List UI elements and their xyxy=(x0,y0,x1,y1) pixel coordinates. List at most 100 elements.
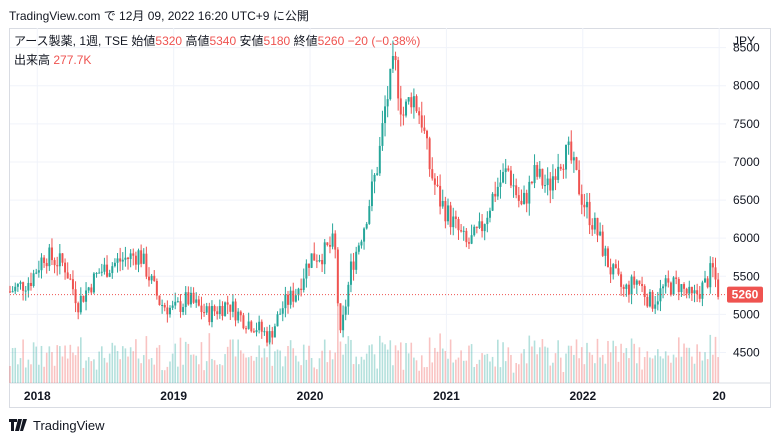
candle-body xyxy=(29,282,32,286)
volume-bar xyxy=(628,358,630,383)
volume-bar xyxy=(680,356,683,383)
footer-brand[interactable]: TradingView xyxy=(9,418,105,438)
candle-body xyxy=(365,223,368,229)
candle-body xyxy=(184,292,187,308)
volume-bar xyxy=(468,345,470,383)
candle-body xyxy=(606,248,609,268)
volume-bar xyxy=(195,355,198,383)
candle-body xyxy=(205,306,208,313)
volume-bar xyxy=(56,345,59,383)
candle-body xyxy=(326,242,329,246)
volume-bar xyxy=(586,342,588,383)
candle-body xyxy=(339,303,342,331)
candle-body xyxy=(234,301,237,321)
x-tick-label: 2020 xyxy=(297,389,324,403)
volume-bar xyxy=(174,343,177,383)
candle-body xyxy=(176,301,179,303)
x-tick-label: 2019 xyxy=(160,389,187,403)
candle-body xyxy=(45,262,48,267)
chart-frame[interactable] xyxy=(9,28,771,408)
candle-body xyxy=(572,157,575,161)
candle-body xyxy=(667,278,670,283)
volume-bar xyxy=(431,362,434,383)
candle-body xyxy=(116,258,119,263)
volume-bar xyxy=(250,355,253,383)
candle-body xyxy=(378,145,381,174)
volume-bar xyxy=(334,352,337,383)
volume-bar xyxy=(525,363,528,383)
candle-body xyxy=(481,221,484,232)
candle-body xyxy=(520,200,523,205)
volume-bar xyxy=(497,339,499,383)
volume-bar xyxy=(35,346,38,383)
candle-body xyxy=(237,311,240,321)
volume-bar xyxy=(376,368,378,383)
candle-body xyxy=(546,178,549,186)
publish-caption: TradingView.com で 12月 09, 2022 16:20 UTC… xyxy=(9,9,309,23)
candle-body xyxy=(349,261,352,285)
candle-body xyxy=(297,288,300,296)
volume-bar xyxy=(371,344,373,383)
volume-bar xyxy=(379,335,381,383)
volume-bar xyxy=(253,360,255,383)
candle-body xyxy=(113,262,116,267)
candle-body xyxy=(171,305,174,308)
candle-body xyxy=(242,315,245,329)
candle-body xyxy=(119,258,122,262)
volume-bar xyxy=(190,354,192,383)
volume-bar xyxy=(156,347,158,383)
volume-bar xyxy=(554,353,557,383)
candle-body xyxy=(693,290,696,294)
candle-body xyxy=(158,295,161,306)
low-value: 5180 xyxy=(263,34,291,48)
candle-body xyxy=(71,279,74,290)
volume-bar xyxy=(295,355,297,383)
volume-bar xyxy=(615,346,617,383)
candle-body xyxy=(19,282,22,284)
volume-bar xyxy=(142,355,145,383)
y-tick-label: 4500 xyxy=(733,346,760,360)
candle-body xyxy=(418,111,421,116)
candle-body xyxy=(565,145,568,170)
volume-bar xyxy=(158,345,161,383)
candle-body xyxy=(580,194,583,205)
volume-bar xyxy=(591,354,594,383)
candle-body xyxy=(197,299,200,306)
volume-bar xyxy=(100,346,103,383)
volume-bar xyxy=(274,351,276,383)
volume-bar xyxy=(352,364,355,383)
candle-body xyxy=(504,168,507,173)
candle-body xyxy=(179,301,182,313)
volume-bar xyxy=(675,357,677,383)
volume-bar xyxy=(546,347,549,383)
volume-bar xyxy=(596,338,599,383)
volume-bar xyxy=(51,352,53,383)
candle-body xyxy=(635,280,638,285)
candle-body xyxy=(166,307,169,315)
candle-body xyxy=(675,277,678,279)
candle-body xyxy=(328,245,331,247)
volume-bar xyxy=(316,369,318,383)
volume-bar xyxy=(203,370,205,383)
candle-body xyxy=(174,301,177,306)
volume-bar xyxy=(567,345,570,383)
volume-bar xyxy=(405,343,407,383)
volume-bar xyxy=(394,345,397,383)
volume-bar xyxy=(111,342,114,383)
volume-bar xyxy=(510,354,512,383)
volume-bar xyxy=(281,366,284,383)
candle-body xyxy=(310,253,313,268)
candle-body xyxy=(428,138,431,170)
candle-body xyxy=(245,328,248,330)
volume-bar xyxy=(646,351,649,383)
candle-body xyxy=(284,294,287,309)
candle-body xyxy=(252,331,255,333)
volume-bar xyxy=(266,357,268,383)
volume-bar xyxy=(541,339,544,383)
volume-bar xyxy=(287,345,289,383)
candle-body xyxy=(360,241,363,246)
candle-body xyxy=(137,250,140,265)
volume-bar xyxy=(657,349,659,383)
candle-body xyxy=(457,218,460,231)
